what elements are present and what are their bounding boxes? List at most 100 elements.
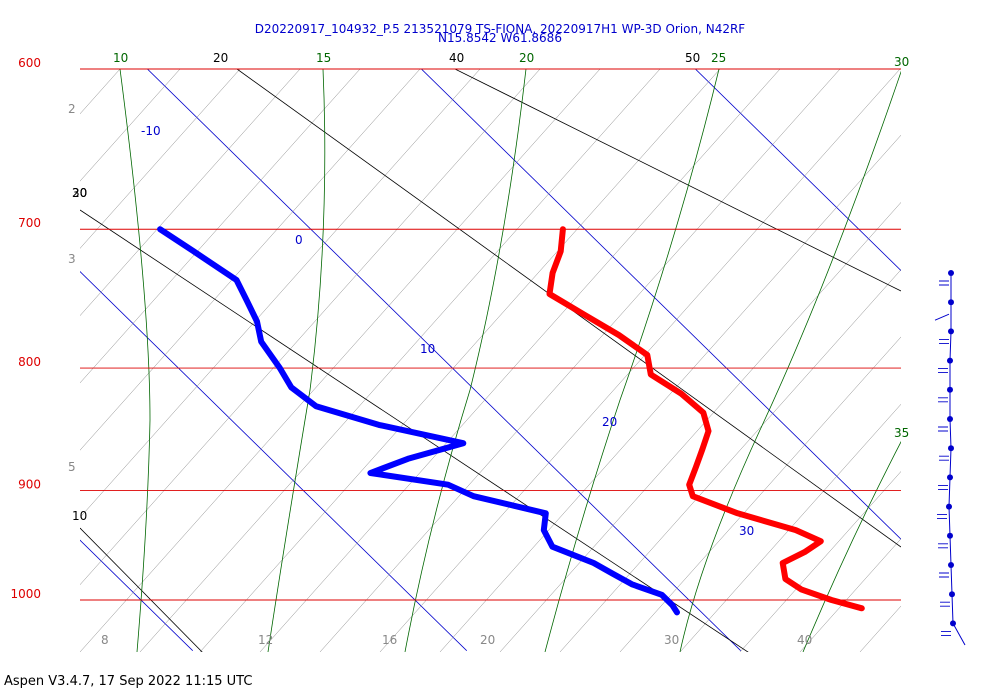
pressure-tick-label: 700 <box>18 216 41 230</box>
moist-adiabat-label: 20 <box>519 51 534 65</box>
wind-barb-flag <box>938 484 948 490</box>
mixing-ratio-label: 12 <box>258 633 273 647</box>
mixing-ratio-line <box>199 69 721 652</box>
dry-adiabat-label: 50 <box>685 51 700 65</box>
mixing-ratio-line <box>379 69 901 652</box>
wind-barb-dot <box>948 270 954 276</box>
mixing-ratio-line <box>80 69 241 249</box>
wind-barb-flag <box>938 368 948 374</box>
pressure-tick-label: 900 <box>18 477 41 491</box>
mixing-ratio-label: 40 <box>797 633 812 647</box>
wind-barb-flag <box>938 426 948 432</box>
dry-adiabat-label-lower: 20 <box>72 186 87 200</box>
wind-barb-flag <box>939 572 949 578</box>
wind-barb-dot <box>947 532 953 539</box>
isotherm-line <box>933 34 1000 651</box>
moist-adiabat-line <box>544 69 720 652</box>
wind-barb-flag <box>939 338 949 344</box>
isotherm-label: -10 <box>141 124 161 138</box>
dry-adiabat-line <box>80 527 203 652</box>
wind-barb-dot <box>948 445 954 452</box>
wind-barb-dot <box>950 620 956 627</box>
mixing-ratio-line <box>859 605 901 652</box>
isotherm-line <box>80 539 194 652</box>
mixing-ratio-line <box>80 69 481 518</box>
mixing-ratio-label: 30 <box>664 633 679 647</box>
mixing-ratio-line <box>559 269 901 652</box>
isotherm-line <box>694 69 901 272</box>
dry-adiabat-line <box>454 69 901 292</box>
dry-adiabat-label: 20 <box>213 51 228 65</box>
wind-barb-dot <box>948 562 954 568</box>
mixing-ratio-line <box>439 134 901 652</box>
wind-barb-flag <box>938 397 948 403</box>
mixing-ratio-label: 8 <box>101 633 109 647</box>
wind-barb-dot <box>947 474 953 481</box>
mixing-ratio-label: 16 <box>382 633 397 647</box>
mixing-ratio-line <box>499 202 901 652</box>
wind-barb-flag <box>941 630 951 636</box>
mixing-ratio-line <box>679 403 901 652</box>
wind-barb-dot <box>949 591 955 598</box>
wind-barb-flag <box>939 455 949 461</box>
wind-staff-line <box>948 273 966 646</box>
wind-barb-dot <box>947 386 953 393</box>
isotherm-line <box>80 271 468 652</box>
isotherm-line <box>146 69 742 652</box>
mixing-ratio-line <box>80 69 361 384</box>
moist-adiabat-label: 15 <box>316 51 331 65</box>
chart-title-line2: N15.8542 W61.8686 <box>438 31 562 45</box>
mixing-ratio-line <box>139 69 661 652</box>
footer-version-timestamp: Aspen V3.4.7, 17 Sep 2022 11:15 UTC <box>4 674 253 689</box>
wind-barb-dot <box>947 357 953 364</box>
chart-title-line1: D20220917_104932_P.5 213521079 TS-FIONA,… <box>255 22 746 36</box>
mixing-ratio-line <box>259 69 781 652</box>
isotherm-label: 0 <box>295 233 303 247</box>
wind-barb-dot <box>946 503 952 510</box>
moist-adiabat-line <box>802 441 901 652</box>
mixing-ratio-line <box>80 69 181 182</box>
moist-adiabat-line <box>119 69 151 652</box>
mixing-ratio-line <box>80 69 301 317</box>
pressure-tick-label: 1000 <box>10 587 41 601</box>
wind-barb-flag <box>934 313 950 321</box>
mixing-ratio-line <box>980 69 1000 652</box>
moist-adiabat-line <box>404 69 527 652</box>
mixing-ratio-line <box>619 336 901 652</box>
moist-adiabat-label: 30 <box>894 55 909 69</box>
moist-adiabat-line <box>679 70 901 652</box>
mixing-ratio-line <box>80 69 541 586</box>
isotherm-label: 30 <box>739 524 754 538</box>
mixing-ratio-line <box>920 69 1000 652</box>
wind-barb-dot <box>948 328 954 335</box>
wind-barb-flag <box>937 514 947 520</box>
wind-barb-dot <box>947 416 953 422</box>
pressure-tick-label: 800 <box>18 355 41 369</box>
moist-adiabat-line <box>267 69 326 652</box>
mixing-ratio-line <box>80 69 601 652</box>
moist-adiabat-label: 25 <box>711 51 726 65</box>
dewpoint-profile-line <box>157 226 680 616</box>
temperature-profile-line <box>546 226 865 612</box>
dry-adiabat-label: 30 <box>72 186 87 200</box>
isotherm-label: 10 <box>420 342 435 356</box>
wind-barb-flag <box>940 601 950 607</box>
isotherm-label: 20 <box>602 415 617 429</box>
isotherm-line <box>420 69 901 540</box>
wind-barb-flag <box>938 543 948 549</box>
mixing-ratio-line <box>799 538 901 652</box>
mixing-ratio-label: 3 <box>68 252 76 266</box>
wind-barb-flag <box>939 280 949 286</box>
mixing-ratio-line <box>319 69 841 652</box>
wind-barb-dot <box>948 299 954 306</box>
moist-adiabat-label: 35 <box>894 426 909 440</box>
moist-adiabat-label: 10 <box>113 51 128 65</box>
mixing-ratio-label: 20 <box>480 633 495 647</box>
dry-adiabat-label: 40 <box>449 51 464 65</box>
mixing-ratio-label: 2 <box>68 102 76 116</box>
mixing-ratio-label: 5 <box>68 460 76 474</box>
pressure-tick-label: 600 <box>18 56 41 70</box>
mixing-ratio-line <box>739 471 901 652</box>
dry-adiabat-label-lower: 10 <box>72 509 87 523</box>
